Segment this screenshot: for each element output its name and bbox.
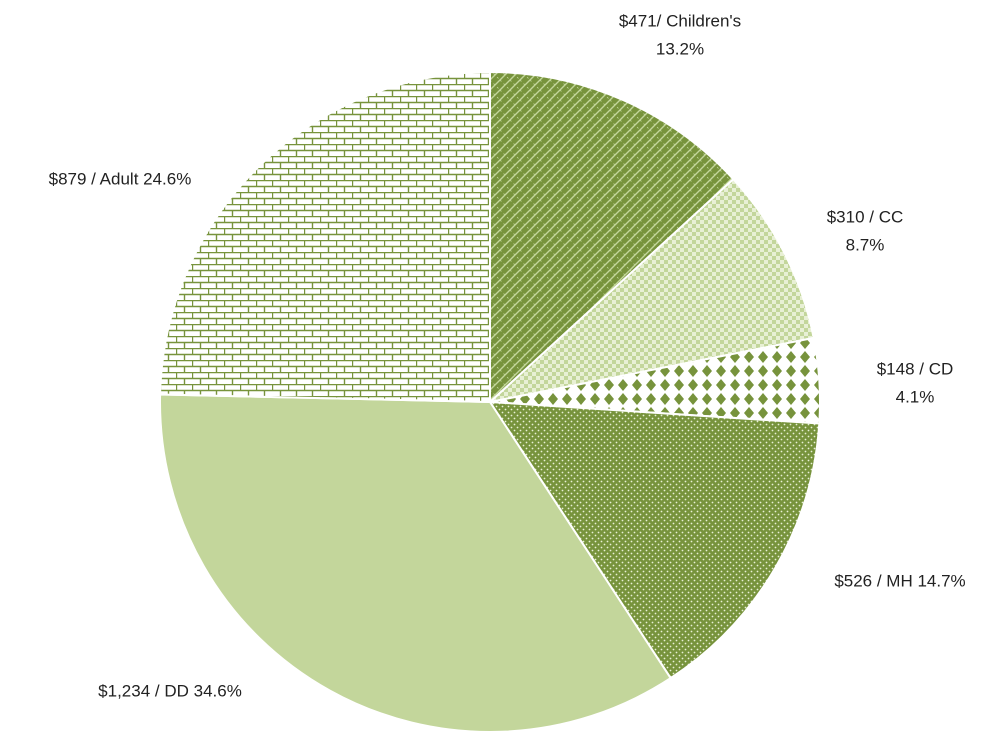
data-label: $526 / MH 14.7% (834, 571, 965, 590)
pie (159, 70, 821, 733)
data-label: $310 / CC (827, 207, 904, 226)
data-label: 8.7% (846, 235, 885, 254)
data-label: $1,234 / DD 34.6% (98, 681, 242, 700)
pie-slice (159, 393, 673, 733)
data-label: 13.2% (656, 39, 704, 58)
pie-slice (488, 400, 821, 680)
labels: $471/ Children's 13.2% $310 / CC 8.7% $148 /… (49, 11, 966, 700)
data-label: $148 / CD (877, 359, 954, 378)
pie-slice (489, 70, 735, 405)
data-label: $471/ Children's (619, 11, 741, 30)
data-label: $879 / Adult 24.6% (49, 169, 192, 188)
data-label: 4.1% (896, 387, 935, 406)
pie-slice (486, 177, 815, 404)
pie-slice (159, 70, 491, 404)
